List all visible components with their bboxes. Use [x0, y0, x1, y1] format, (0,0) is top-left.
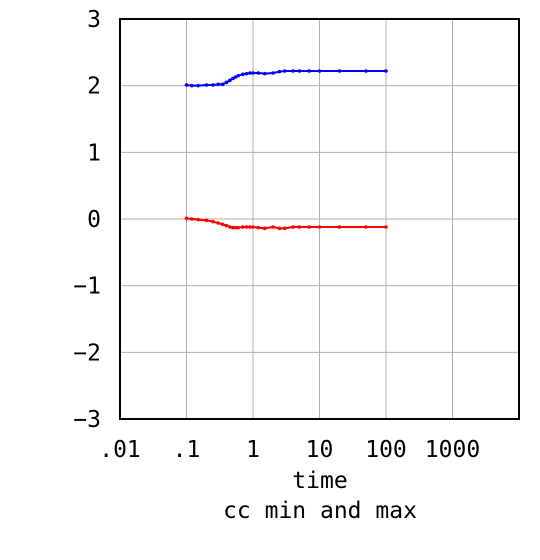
data-point	[317, 69, 322, 73]
y-tick-label: −2	[73, 340, 101, 366]
x-tick-label: .01	[99, 437, 141, 463]
chart-title: cc min and max	[223, 498, 417, 524]
series-line	[186, 70, 386, 87]
data-point	[224, 223, 229, 228]
data-point	[240, 225, 245, 229]
data-point	[251, 225, 255, 229]
data-point	[196, 83, 201, 88]
data-point	[256, 225, 261, 230]
y-tick-label: 1	[87, 140, 101, 166]
data-point	[364, 69, 368, 73]
grid	[120, 19, 519, 419]
data-point	[248, 225, 252, 229]
data-point	[277, 226, 282, 231]
data-point	[189, 217, 194, 221]
data-point	[236, 73, 241, 78]
data-point	[251, 71, 255, 75]
data-point	[244, 71, 249, 76]
data-point	[271, 225, 275, 229]
data-point	[337, 69, 342, 73]
plot-frame	[119, 18, 520, 420]
data-point	[233, 225, 238, 230]
y-tick-label: −1	[73, 274, 101, 300]
x-tick-label: .1	[173, 437, 201, 463]
series-layer	[184, 69, 388, 231]
data-point	[364, 225, 368, 229]
data-point	[184, 216, 189, 221]
data-point	[256, 71, 261, 75]
series-line	[186, 217, 386, 230]
x-tick-label: 1000	[425, 437, 480, 463]
x-axis-title: time	[292, 468, 347, 494]
data-point	[220, 82, 225, 87]
x-tick-label: 100	[365, 437, 407, 463]
data-point	[271, 71, 275, 75]
data-point	[291, 69, 295, 73]
data-point	[228, 78, 232, 83]
data-point	[282, 226, 287, 231]
y-tick-label: 3	[87, 7, 101, 33]
data-point	[307, 225, 311, 229]
y-tick-label: 0	[87, 207, 101, 233]
data-point	[240, 72, 245, 77]
data-point	[228, 225, 232, 229]
y-tick-label: −3	[73, 407, 101, 433]
data-point	[297, 69, 302, 73]
x-tick-labels: .01 .1 1 10 100 1000	[99, 437, 480, 463]
data-point	[282, 69, 287, 73]
data-point	[231, 76, 235, 81]
data-point	[337, 225, 342, 229]
data-point	[216, 221, 221, 225]
data-point	[236, 225, 241, 230]
data-point	[220, 222, 225, 227]
data-point	[184, 83, 189, 87]
data-point	[291, 225, 295, 229]
data-point	[248, 71, 252, 75]
data-point	[231, 225, 235, 230]
data-point	[204, 218, 209, 223]
data-point	[384, 225, 388, 229]
data-point	[277, 69, 282, 74]
data-point	[262, 226, 267, 231]
data-point	[189, 83, 194, 88]
data-point	[224, 80, 229, 85]
x-tick-label: 10	[306, 437, 334, 463]
data-point	[204, 83, 209, 87]
data-point	[211, 219, 215, 224]
x-tick-label: 1	[246, 437, 260, 463]
data-point	[216, 82, 221, 87]
data-point	[317, 225, 322, 229]
data-point	[244, 225, 249, 229]
series-1	[184, 69, 388, 88]
y-tick-labels: 3 2 1 0 −1 −2 −3	[73, 7, 101, 433]
data-point	[262, 71, 267, 76]
data-point	[307, 69, 311, 73]
data-point	[297, 225, 302, 229]
y-tick-label: 2	[87, 74, 101, 100]
data-point	[384, 69, 388, 73]
data-point	[196, 217, 201, 222]
series-2	[184, 216, 388, 231]
data-point	[211, 83, 215, 87]
